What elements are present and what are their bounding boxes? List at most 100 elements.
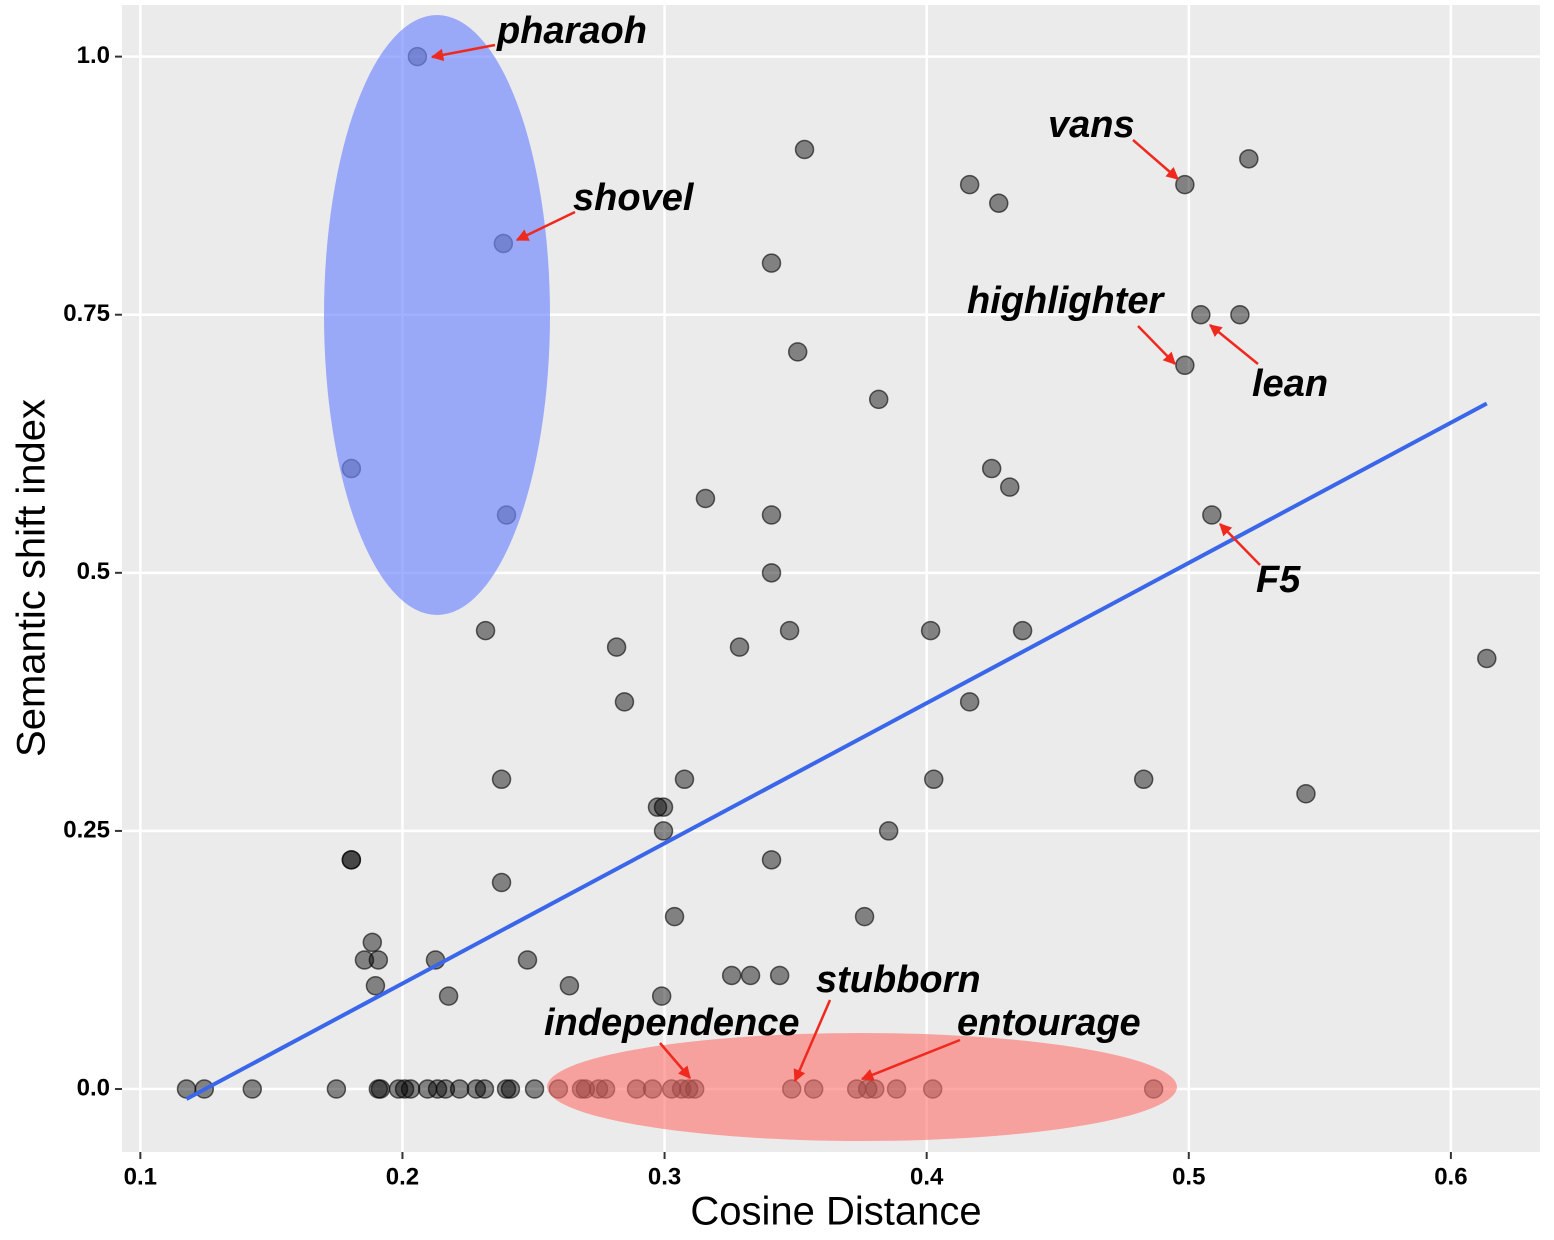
trend <box>185 401 1488 1101</box>
x-tick-label: 0.2 <box>386 1163 419 1190</box>
y-tick-label: 0.5 <box>77 558 110 585</box>
point <box>368 950 389 970</box>
point <box>400 1079 421 1099</box>
point <box>449 1079 470 1099</box>
y-tick-label: 0.25 <box>63 816 110 843</box>
point <box>606 637 627 657</box>
arrow <box>793 999 832 1083</box>
point <box>242 1079 263 1099</box>
x-tick-label: 0.3 <box>648 1163 681 1190</box>
point <box>1000 477 1020 497</box>
x-tick-label: 0.4 <box>910 1163 944 1190</box>
point <box>1133 769 1154 790</box>
point <box>674 769 695 790</box>
point <box>787 342 808 362</box>
point <box>1191 304 1211 325</box>
point <box>475 620 496 641</box>
point <box>653 797 674 817</box>
point <box>435 1079 456 1099</box>
point <box>651 986 672 1006</box>
point <box>1230 304 1250 325</box>
point <box>474 1079 495 1099</box>
cluster-ellipse <box>547 1033 1177 1141</box>
point <box>466 1079 487 1099</box>
point <box>761 563 782 583</box>
point <box>365 976 386 996</box>
arrow <box>430 43 496 62</box>
point <box>721 965 742 986</box>
point <box>1202 505 1222 525</box>
arrow <box>659 1042 691 1079</box>
annotation: shovel <box>573 177 695 219</box>
point <box>959 174 980 195</box>
point <box>988 193 1009 213</box>
point <box>1296 784 1316 804</box>
point <box>614 692 635 712</box>
point <box>1012 620 1033 641</box>
point <box>740 965 761 986</box>
point <box>761 253 782 273</box>
point <box>695 488 716 509</box>
point <box>394 1079 415 1099</box>
x-tick-label: 0.1 <box>124 1163 157 1190</box>
annotation: F5 <box>1256 559 1301 601</box>
point <box>981 458 1002 479</box>
point <box>341 850 362 870</box>
arrow <box>1132 139 1179 180</box>
y-tick-label: 1.0 <box>77 42 110 69</box>
point <box>794 139 815 160</box>
point <box>427 1079 448 1099</box>
point <box>491 769 512 790</box>
point <box>959 692 980 712</box>
point <box>438 986 459 1006</box>
point <box>779 620 800 641</box>
point <box>769 965 790 986</box>
annotation: highlighter <box>967 280 1166 322</box>
point <box>362 932 383 953</box>
point <box>559 976 580 996</box>
annotation: entourage <box>957 1002 1141 1044</box>
arrow <box>1209 324 1259 365</box>
cluster-ellipse <box>324 15 550 615</box>
x-tick-label: 0.6 <box>1434 1163 1467 1190</box>
point <box>1239 149 1259 169</box>
annotation: lean <box>1252 363 1328 405</box>
annotation: stubborn <box>816 959 981 1001</box>
arrow <box>860 1038 961 1081</box>
point <box>920 620 941 641</box>
point <box>500 1079 521 1099</box>
point <box>854 906 875 927</box>
point <box>761 505 782 525</box>
annotation: vans <box>1048 104 1135 146</box>
x-axis-label: Cosine Distance <box>690 1190 981 1234</box>
point <box>729 637 750 657</box>
point <box>1175 174 1195 195</box>
point <box>326 1079 347 1099</box>
y-tick-label: 0.75 <box>63 300 110 327</box>
trend-line <box>185 401 1488 1101</box>
point <box>647 797 668 817</box>
point <box>354 950 375 970</box>
annotation: pharaoh <box>496 10 647 52</box>
arrow <box>1219 523 1261 566</box>
point <box>524 1079 545 1099</box>
point <box>923 769 944 790</box>
point <box>664 906 685 927</box>
grid <box>122 5 1540 1152</box>
point <box>491 872 512 893</box>
y-tick-label: 0.0 <box>77 1074 110 1101</box>
point <box>761 850 782 870</box>
labels: 0.0 0.25 0.5 0.75 1.0 0.1 0.2 0.3 0.4 0.5 0.6 <box>63 42 1467 1190</box>
x-tick-label: 0.5 <box>1172 1163 1205 1190</box>
point <box>653 821 674 841</box>
arrow <box>1137 325 1176 365</box>
point <box>1175 355 1195 376</box>
point <box>868 389 889 410</box>
point <box>517 950 538 970</box>
point <box>878 821 899 841</box>
annotation: independence <box>544 1002 800 1044</box>
y-axis-label: Semantic shift index <box>10 399 54 757</box>
arrow <box>515 210 576 242</box>
point <box>1477 648 1497 669</box>
